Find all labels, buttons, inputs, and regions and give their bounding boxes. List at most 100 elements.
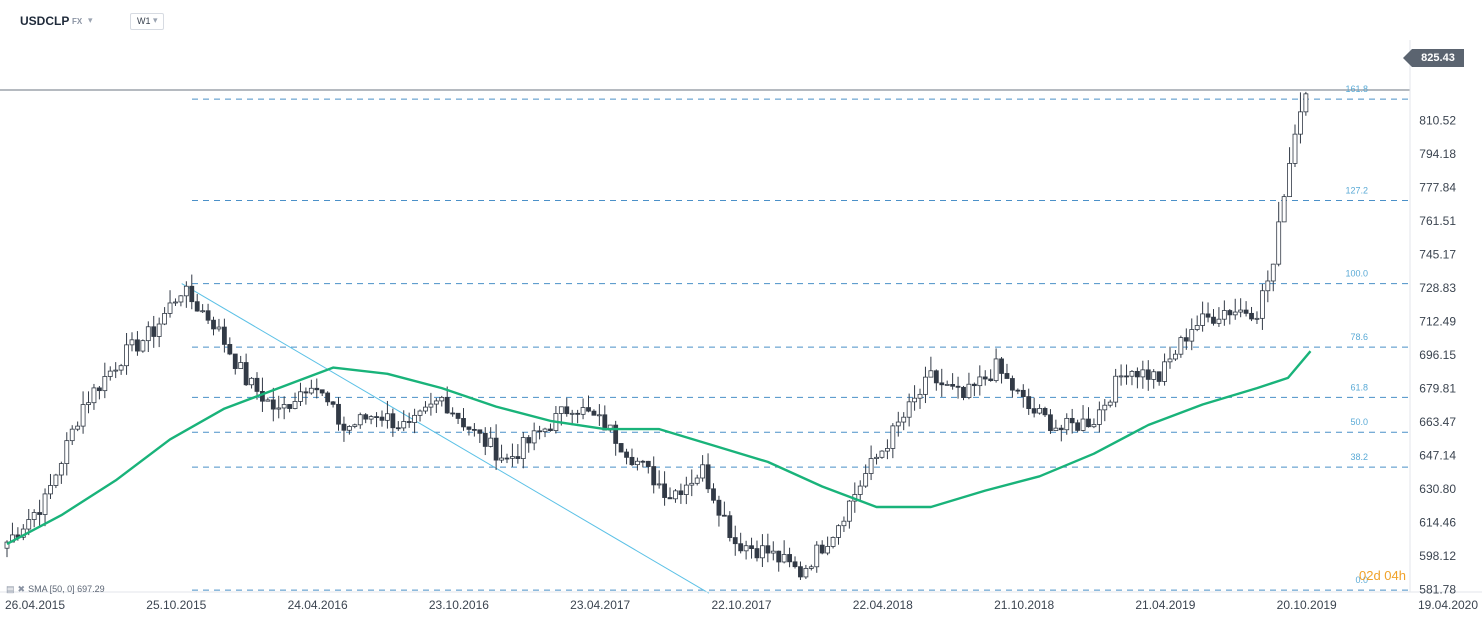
x-tick-label: 22.04.2018 xyxy=(853,598,913,612)
y-tick-label: 745.17 xyxy=(1419,248,1456,262)
candle-up xyxy=(75,425,81,430)
candle-down xyxy=(341,423,347,431)
candle-up xyxy=(173,301,178,304)
candle-up xyxy=(1064,417,1070,431)
candle-up xyxy=(868,458,874,474)
candle-down xyxy=(591,410,597,416)
y-tick-label: 794.18 xyxy=(1419,147,1456,161)
candle-down xyxy=(395,427,401,430)
candle-up xyxy=(488,437,494,447)
candle-up xyxy=(281,404,287,409)
candle-down xyxy=(754,548,760,559)
y-tick-label: 679.81 xyxy=(1419,382,1456,396)
indicator-legend[interactable]: ▤ ✖ SMA [50, 0] 697.29 xyxy=(6,584,105,595)
candle-down xyxy=(325,392,331,403)
candle-up xyxy=(901,416,907,423)
candle-up xyxy=(906,401,912,418)
candle-down xyxy=(1135,370,1140,378)
candle-down xyxy=(749,545,754,549)
timeframe-dropdown[interactable]: W1 ▾ xyxy=(130,13,164,30)
candle-up xyxy=(694,477,700,484)
candle-down xyxy=(537,430,542,433)
y-tick-label: 614.46 xyxy=(1419,516,1456,530)
candle-down xyxy=(586,407,591,412)
trendline xyxy=(181,283,710,594)
candle-down xyxy=(1205,313,1211,318)
candle-down xyxy=(1020,389,1026,397)
candle-up xyxy=(118,365,124,371)
candle-down xyxy=(711,488,716,501)
fib-level-label: 61.8 xyxy=(1350,382,1368,392)
settings-icon[interactable]: ▤ xyxy=(6,584,15,594)
candle-down xyxy=(493,437,499,461)
candle-up xyxy=(423,406,428,412)
candle-up xyxy=(238,362,244,369)
candle-down xyxy=(504,457,510,460)
candle-down xyxy=(765,545,771,554)
candle-down xyxy=(988,378,994,381)
candle-up xyxy=(80,404,86,427)
candle-up xyxy=(966,383,972,398)
candle-up xyxy=(428,403,434,408)
candle-up xyxy=(1118,375,1124,378)
y-tick-label: 761.51 xyxy=(1419,214,1456,228)
chevron-down-icon[interactable]: ▾ xyxy=(88,15,93,25)
candle-up xyxy=(1270,263,1276,282)
candle-up xyxy=(1292,133,1298,164)
candle-down xyxy=(939,382,945,386)
candle-up xyxy=(346,426,352,431)
candle-down xyxy=(1249,312,1254,320)
candle-down xyxy=(1026,396,1032,410)
candle-up xyxy=(803,568,809,578)
candle-up xyxy=(433,400,439,405)
candle-up xyxy=(1238,309,1244,313)
y-tick-label: 630.80 xyxy=(1419,482,1456,496)
candle-down xyxy=(232,353,238,369)
candle-down xyxy=(1075,422,1081,431)
candle-up xyxy=(1096,409,1102,425)
candle-up xyxy=(879,450,885,458)
candle-down xyxy=(466,426,472,430)
candle-down xyxy=(303,391,309,394)
candle-up xyxy=(352,424,358,427)
candle-up xyxy=(1140,369,1146,378)
candle-up xyxy=(656,483,662,486)
candle-up xyxy=(825,546,831,554)
candle-down xyxy=(37,512,43,515)
candle-up xyxy=(743,545,749,552)
candle-up xyxy=(1303,93,1309,113)
candle-up xyxy=(48,485,53,495)
candle-down xyxy=(1042,408,1048,416)
candle-up xyxy=(890,425,896,449)
x-tick-label: 26.04.2015 xyxy=(5,598,65,612)
candle-up xyxy=(1259,290,1265,319)
candle-up xyxy=(580,407,586,415)
candle-down xyxy=(1004,373,1010,379)
candle-up xyxy=(531,430,537,444)
close-icon[interactable]: ✖ xyxy=(17,584,26,594)
candle-down xyxy=(982,376,988,380)
candle-down xyxy=(330,401,336,405)
fib-level-label: 127.2 xyxy=(1345,186,1368,196)
candle-up xyxy=(814,544,820,568)
symbol-label[interactable]: USDCLP xyxy=(20,14,70,28)
candle-down xyxy=(613,424,619,444)
candle-down xyxy=(732,537,738,545)
candle-down xyxy=(287,404,293,409)
candle-up xyxy=(357,414,363,426)
candle-up xyxy=(944,384,950,386)
candle-down xyxy=(477,429,483,434)
candle-down xyxy=(721,514,727,517)
candle-up xyxy=(912,397,917,403)
candle-up xyxy=(1178,337,1184,355)
candle-down xyxy=(363,414,369,420)
candle-up xyxy=(1107,401,1113,406)
candle-down xyxy=(1010,378,1015,391)
candle-down xyxy=(1124,375,1129,378)
chevron-down-icon: ▾ xyxy=(153,15,158,25)
candle-up xyxy=(1265,280,1271,292)
candle-up xyxy=(1276,221,1282,265)
candle-up xyxy=(830,537,836,547)
candle-up xyxy=(520,437,526,459)
